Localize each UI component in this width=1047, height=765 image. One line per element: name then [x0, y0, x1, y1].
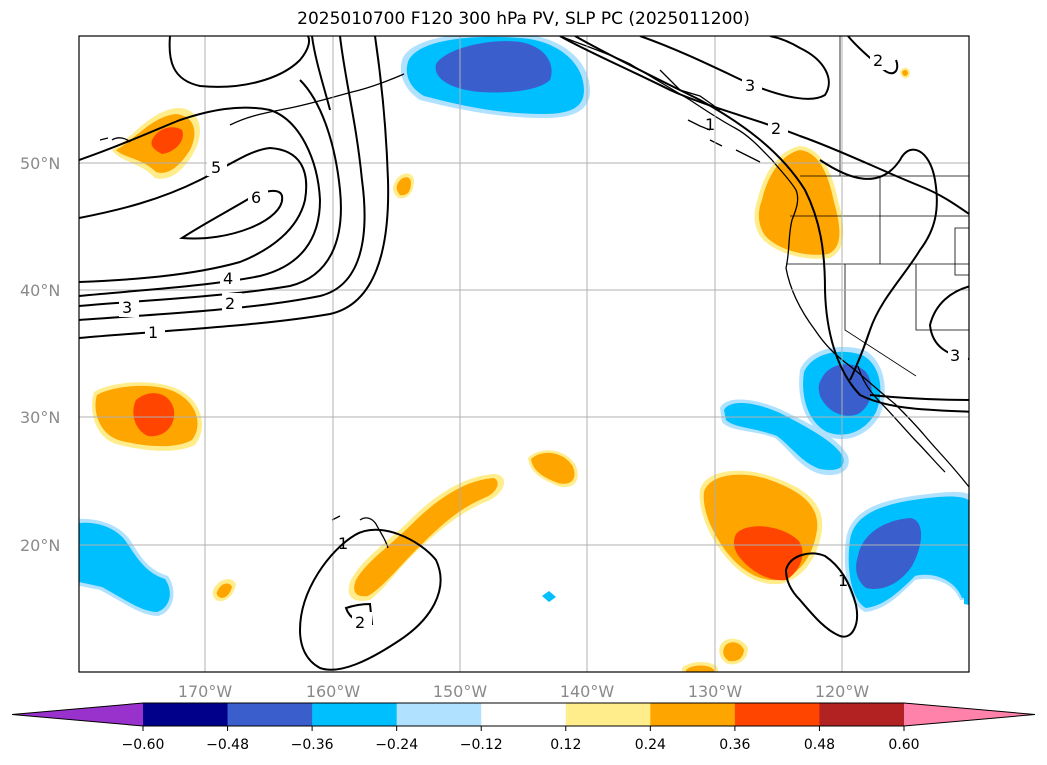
lon-label: 120°W [815, 682, 870, 701]
contour-label: 2 [355, 613, 365, 632]
colorbar-tick-label: 0.12 [550, 737, 581, 753]
colorbar-segment [650, 703, 736, 726]
colorbar-segment [734, 703, 820, 726]
lat-label: 50°N [20, 154, 60, 173]
lon-label: 140°W [560, 682, 615, 701]
colorbar-tick-label: −0.48 [206, 737, 249, 753]
colorbar-tick-label: 0.60 [888, 737, 919, 753]
lon-label: 160°W [306, 682, 361, 701]
coastlines [99, 36, 969, 549]
contour-label: 1 [838, 571, 848, 590]
contour-label: 3 [122, 298, 132, 317]
colorbar-segment [481, 703, 567, 726]
colorbar-tick-label: −0.12 [460, 737, 503, 753]
contour-label: 3 [745, 76, 755, 95]
map-frame [78, 35, 970, 673]
colorbar-segment [312, 703, 398, 726]
colorbar-tick-label: 0.24 [635, 737, 666, 753]
colorbar-tick-label: 0.48 [804, 737, 835, 753]
colorbar-extend-low [12, 703, 143, 726]
colorbar-tick-label: −0.60 [122, 737, 165, 753]
contour-label: 2 [771, 119, 781, 138]
colorbar-tick-label: 0.36 [719, 737, 750, 753]
colorbar-tick-label: −0.24 [375, 737, 418, 753]
longitude-labels: 170°W 160°W 150°W 140°W 130°W 120°W [178, 682, 870, 701]
contour-label: 5 [211, 158, 221, 177]
lat-label: 20°N [20, 536, 60, 555]
colorbar-segment [819, 703, 905, 726]
colorbar-segment [143, 703, 229, 726]
map-plot: 5 6 4 3 2 1 1 2 3 2 1 3 1 2 [79, 36, 969, 672]
contour-label: 2 [225, 294, 235, 313]
graticule [79, 36, 969, 672]
colorbar-extend-high [904, 703, 1035, 726]
contour-label: 6 [251, 188, 261, 207]
contour-label: 1 [705, 115, 715, 134]
lat-label: 40°N [20, 281, 60, 300]
lon-label: 150°W [433, 682, 488, 701]
colorbar-segment [227, 703, 313, 726]
contour-label: 2 [873, 51, 883, 70]
colorbar-segment [396, 703, 482, 726]
colorbar-tick-label: −0.36 [291, 737, 334, 753]
lon-label: 130°W [688, 682, 743, 701]
contour-label: 1 [338, 534, 348, 553]
political-borders [786, 36, 969, 377]
lon-label: 170°W [178, 682, 233, 701]
map-title: 2025010700 F120 300 hPa PV, SLP PC (2025… [297, 9, 750, 29]
lat-label: 30°N [20, 408, 60, 427]
pv-positive-anomalies [91, 67, 910, 672]
colorbar: −0.60 −0.48 −0.36 −0.24 −0.12 0.12 0.24 0.36 0.4… [11, 702, 1036, 753]
colorbar-segment [565, 703, 651, 726]
contour-labels: 5 6 4 3 2 1 1 2 3 2 1 3 1 2 [119, 50, 968, 632]
slp-contours [79, 36, 969, 671]
contour-label: 1 [148, 323, 158, 342]
contour-label: 4 [223, 269, 233, 288]
contour-label: 3 [950, 346, 960, 365]
latitude-labels: 50°N 40°N 30°N 20°N [20, 154, 60, 555]
